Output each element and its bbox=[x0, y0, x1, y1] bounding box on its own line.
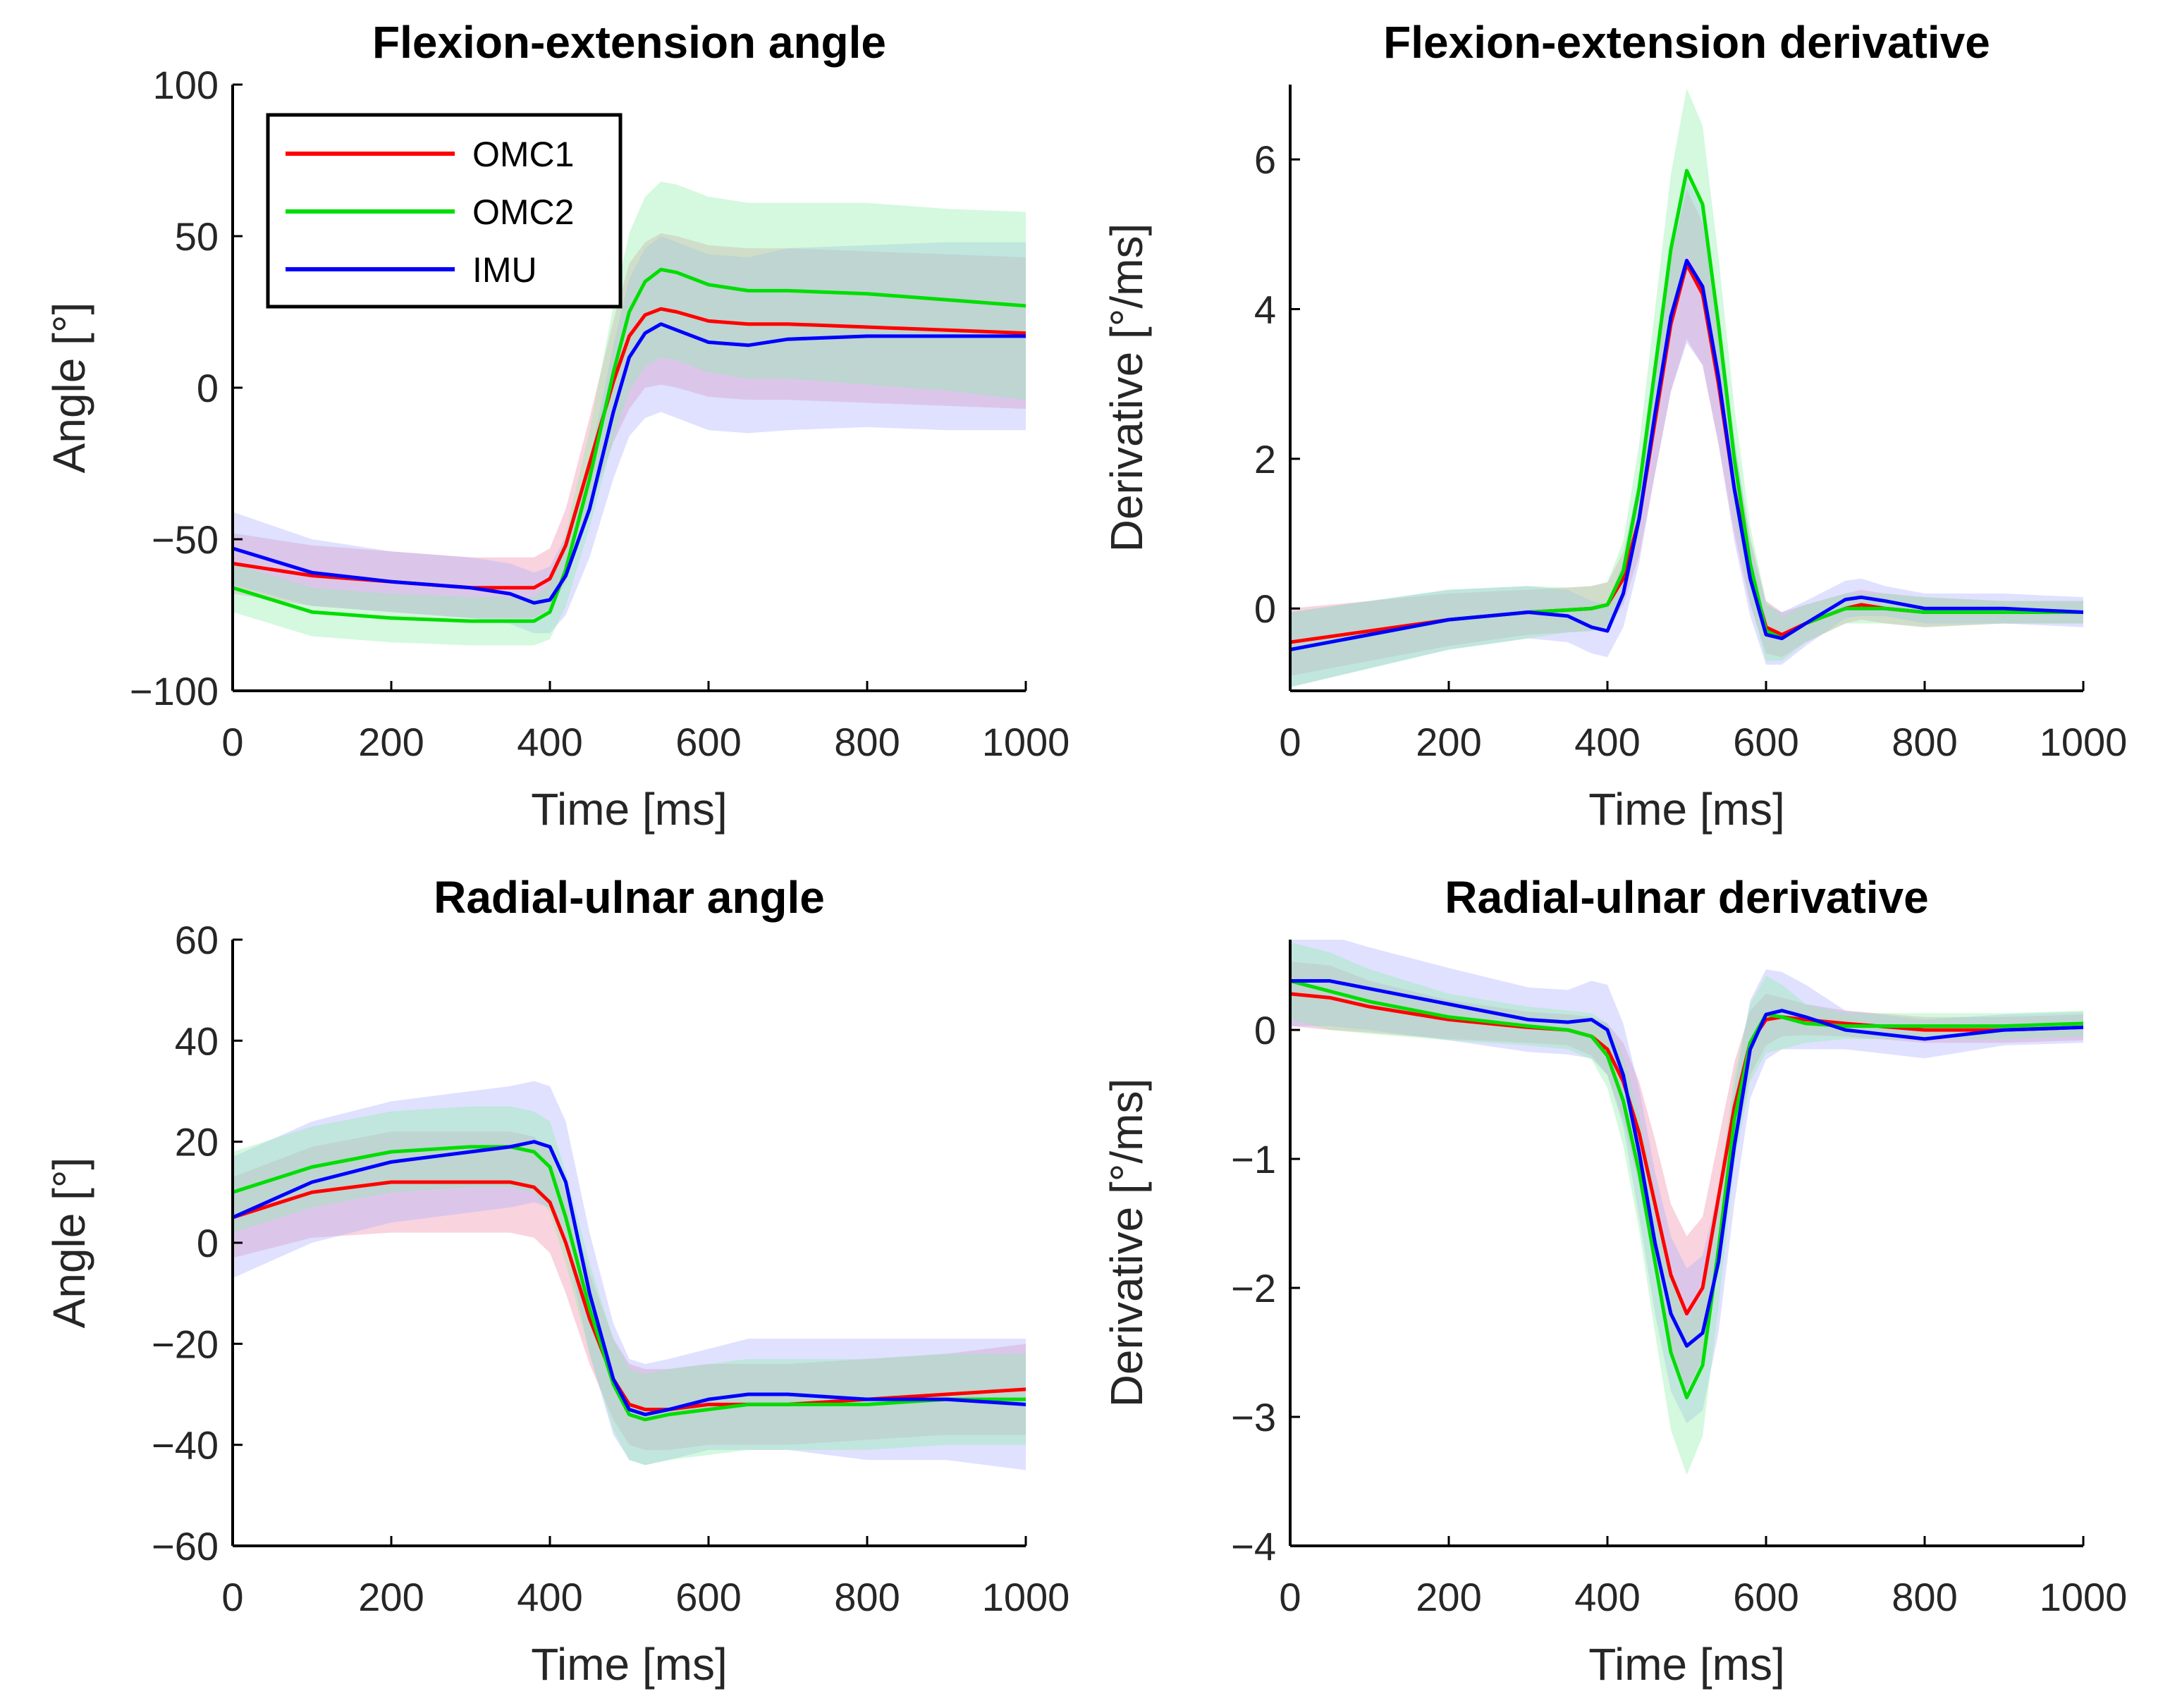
x-tick-label: 600 bbox=[675, 1575, 741, 1619]
band-omc1 bbox=[1290, 961, 2083, 1391]
x-axis-label: Time [ms] bbox=[1588, 784, 1785, 835]
legend-label-imu: IMU bbox=[472, 250, 537, 290]
y-tick-label: 60 bbox=[175, 918, 219, 962]
chart-title: Radial-ulnar angle bbox=[434, 872, 825, 923]
y-tick-label: −3 bbox=[1231, 1395, 1276, 1439]
y-tick-label: 0 bbox=[1254, 1008, 1276, 1052]
x-tick-label: 0 bbox=[1279, 1575, 1301, 1619]
x-axis-label: Time [ms] bbox=[531, 1639, 728, 1690]
x-tick-label: 400 bbox=[1574, 720, 1640, 764]
y-tick-label: 100 bbox=[153, 63, 219, 107]
legend: OMC1 OMC2 IMU bbox=[266, 113, 623, 309]
panel-0: 0 200 400 600 800 1000 −100 −50 0 50 100 Flexion-ex… bbox=[44, 17, 1069, 835]
lines bbox=[1290, 979, 2083, 1400]
band-imu bbox=[233, 1081, 1026, 1470]
legend-label-omc1: OMC1 bbox=[472, 135, 574, 174]
x-tick-label: 0 bbox=[221, 720, 243, 764]
bands bbox=[233, 1081, 1026, 1470]
x-tick-label: 600 bbox=[1733, 1575, 1798, 1619]
bands bbox=[233, 181, 1026, 646]
y-axis-label: Angle [°] bbox=[44, 302, 94, 474]
panel-3: 0 200 400 600 800 1000 −4 −3 −2 −1 0 Radial-ulnar d… bbox=[1101, 872, 2127, 1690]
band-omc2 bbox=[1290, 88, 2083, 687]
y-axis-label: Angle [°] bbox=[44, 1157, 94, 1329]
x-tick-label: 400 bbox=[517, 720, 582, 764]
x-tick-label: 0 bbox=[1279, 720, 1301, 764]
y-axis-label: Derivative [°/ms] bbox=[1101, 1079, 1152, 1408]
y-tick-label: 40 bbox=[175, 1019, 219, 1063]
x-tick-label: 200 bbox=[1416, 1575, 1481, 1619]
y-tick-label: 0 bbox=[197, 366, 219, 410]
x-axis-label: Time [ms] bbox=[531, 784, 728, 835]
chart-title: Flexion-extension angle bbox=[372, 17, 886, 68]
x-tick-label: 1000 bbox=[2040, 1575, 2128, 1619]
x-tick-label: 800 bbox=[834, 1575, 900, 1619]
x-tick-label: 200 bbox=[358, 1575, 424, 1619]
x-tick-label: 1000 bbox=[982, 1575, 1070, 1619]
y-tick-label: −40 bbox=[152, 1423, 219, 1468]
x-tick-label: 200 bbox=[358, 720, 424, 764]
series-line-omc2 bbox=[1290, 979, 2083, 1400]
x-tick-label: 600 bbox=[675, 720, 741, 764]
panel-1: 0 200 400 600 800 1000 0 2 4 6 Flexion-extension d… bbox=[1101, 17, 2127, 835]
x-tick-label: 200 bbox=[1416, 720, 1481, 764]
x-tick-label: 400 bbox=[517, 1575, 582, 1619]
y-tick-label: 2 bbox=[1254, 437, 1276, 481]
lines bbox=[233, 1140, 1026, 1422]
legend-label-omc2: OMC2 bbox=[472, 192, 574, 232]
x-tick-label: 1000 bbox=[982, 720, 1070, 764]
chart-title: Flexion-extension derivative bbox=[1383, 17, 1990, 68]
band-omc2 bbox=[1290, 942, 2083, 1475]
series-line-imu bbox=[1290, 979, 2083, 1348]
y-tick-label: 4 bbox=[1254, 288, 1276, 332]
y-tick-label: −50 bbox=[152, 517, 219, 562]
band-omc1 bbox=[1290, 189, 2083, 676]
band-omc2 bbox=[233, 181, 1026, 646]
series-line-imu bbox=[233, 1140, 1026, 1417]
x-tick-label: 800 bbox=[834, 720, 900, 764]
band-omc2 bbox=[233, 1106, 1026, 1466]
x-axis-label: Time [ms] bbox=[1588, 1639, 1785, 1690]
series-line-omc2 bbox=[233, 267, 1026, 623]
panel-2: 0 200 400 600 800 1000 −60 −40 −20 0 20 40 60 Radial-… bbox=[44, 872, 1069, 1690]
x-tick-label: 800 bbox=[1892, 1575, 1957, 1619]
x-tick-label: 800 bbox=[1892, 720, 1957, 764]
lines bbox=[1290, 168, 2083, 652]
lines bbox=[233, 267, 1026, 623]
chart-title: Radial-ulnar derivative bbox=[1445, 872, 1928, 923]
y-tick-label: −4 bbox=[1231, 1524, 1276, 1568]
y-tick-label: −2 bbox=[1231, 1266, 1276, 1310]
series-line-omc2 bbox=[1290, 168, 2083, 652]
x-tick-label: 400 bbox=[1574, 1575, 1640, 1619]
y-tick-label: −1 bbox=[1231, 1137, 1276, 1181]
y-tick-label: 20 bbox=[175, 1120, 219, 1165]
series-line-imu bbox=[1290, 259, 2083, 652]
y-tick-label: 6 bbox=[1254, 137, 1276, 182]
y-tick-label: 0 bbox=[1254, 586, 1276, 631]
band-omc1 bbox=[233, 1131, 1026, 1450]
y-tick-label: −20 bbox=[152, 1322, 219, 1366]
x-tick-label: 1000 bbox=[2040, 720, 2128, 764]
series-line-imu bbox=[233, 322, 1026, 605]
x-tick-label: 600 bbox=[1733, 720, 1798, 764]
y-tick-label: −60 bbox=[152, 1524, 219, 1568]
series-line-omc2 bbox=[233, 1145, 1026, 1422]
y-tick-label: 50 bbox=[175, 214, 219, 259]
y-axis-label: Derivative [°/ms] bbox=[1101, 223, 1152, 553]
band-imu bbox=[233, 236, 1026, 634]
x-tick-label: 0 bbox=[221, 1575, 243, 1619]
y-tick-label: 0 bbox=[197, 1221, 219, 1265]
band-omc1 bbox=[233, 233, 1026, 618]
y-tick-label: −100 bbox=[130, 669, 219, 713]
